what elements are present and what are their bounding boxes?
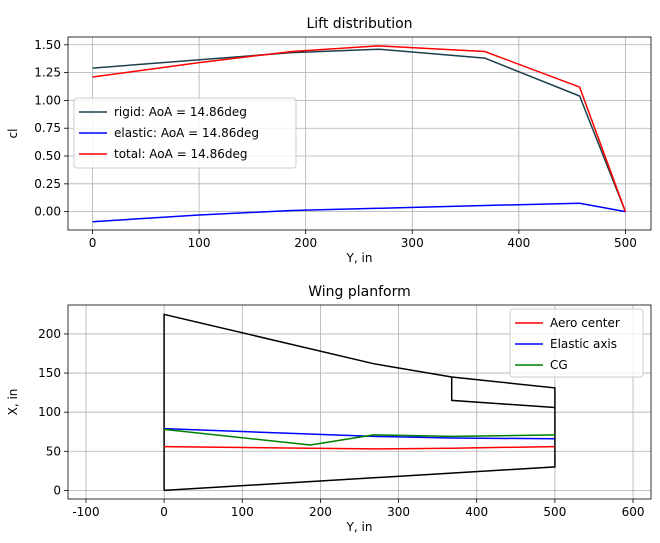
legend: Aero center Elastic axis CG [509,308,644,378]
y-axis-label: X, in [6,389,20,416]
legend-label-2: CG [550,358,568,372]
axes-frame [67,304,652,500]
legend-box [73,97,297,169]
y-tick-label: 0 [53,483,61,497]
y-tick-label: 0.75 [34,121,61,135]
chart-title: Wing planform [308,284,411,300]
y-tick-label: 1.00 [34,93,61,107]
y-tick-label: 0.25 [34,177,61,191]
series-line-2 [92,45,627,212]
x-tick-label: 300 [387,505,410,519]
legend-label-1: Elastic axis [550,337,617,351]
series-line-2 [164,428,555,446]
y-tick-label: 100 [38,405,61,419]
legend-label-2: total: AoA = 14.86deg [114,147,248,161]
lift-distribution-chart: 0 100 200 300 400 500 0.00 0.25 0.50 0.75 1.00 1.25… [6,16,652,265]
legend-label-0: rigid: AoA = 14.86deg [114,105,247,119]
y-axis-label: cl [6,129,20,139]
y-tick-label: 0.50 [34,149,61,163]
x-tick-label: 600 [622,505,645,519]
x-axis-label: Y, in [346,251,373,265]
y-tick-label: 150 [38,366,61,380]
series-line-1 [92,202,626,223]
x-tick-label: -100 [72,505,99,519]
legend-box [509,308,644,378]
y-tick-label: 0.00 [34,205,61,219]
y-tick-label: 1.50 [34,38,61,52]
x-tick-label: 200 [294,236,317,250]
chart-title: Lift distribution [306,16,412,32]
y-tick-label: 1.25 [34,66,61,80]
x-axis-label: Y, in [346,520,373,534]
legend: rigid: AoA = 14.86deg elastic: AoA = 14.8… [73,97,297,169]
planform-outline-1 [450,377,555,409]
series-line-1 [164,427,555,440]
x-tick-label: 0 [160,505,168,519]
x-tick-label: 500 [543,505,566,519]
wing-planform-chart: -100 0 100 200 300 400 500 600 0 50 100 150 200 Wing … [6,284,652,534]
x-tick-label: 200 [309,505,332,519]
series-line-0 [164,445,555,450]
x-tick-label: 300 [401,236,424,250]
axes-frame [67,36,652,231]
x-tick-label: 0 [89,236,97,250]
x-tick-label: 400 [465,505,488,519]
y-tick-label: 50 [46,444,61,458]
x-tick-label: 500 [614,236,637,250]
x-tick-label: 400 [507,236,530,250]
y-tick-label: 200 [38,327,61,341]
legend-label-1: elastic: AoA = 14.86deg [114,126,259,140]
x-tick-label: 100 [231,505,254,519]
x-tick-label: 100 [188,236,211,250]
legend-label-0: Aero center [550,316,620,330]
